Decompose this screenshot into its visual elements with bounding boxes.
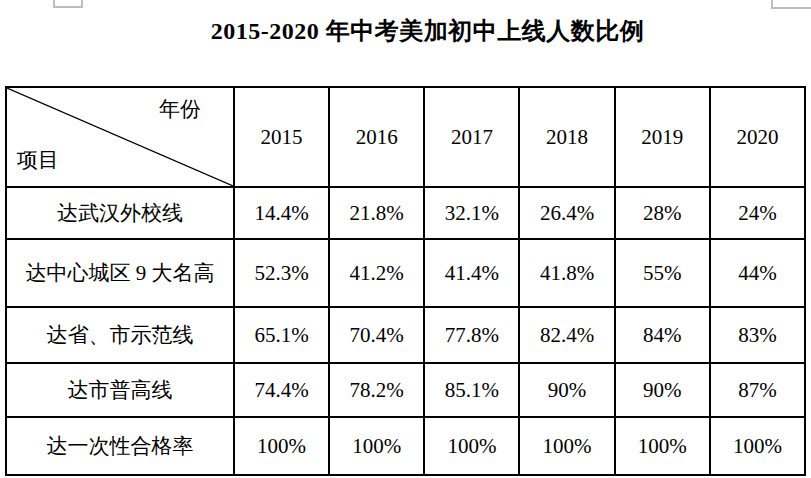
value-cell: 65.1% — [234, 307, 329, 363]
value-cell: 100% — [615, 417, 710, 475]
row-label-cell: 达市普高线 — [6, 363, 234, 417]
row-label-cell: 达省、市示范线 — [6, 307, 234, 363]
value-cell: 70.4% — [329, 307, 424, 363]
year-header-cell: 2019 — [615, 87, 710, 187]
value-cell: 77.8% — [424, 307, 519, 363]
value-cell: 87% — [710, 363, 805, 417]
value-cell: 90% — [519, 363, 614, 417]
corner-header-cell: 年份 项目 — [6, 87, 234, 187]
value-cell: 55% — [615, 239, 710, 307]
cropped-textbox-corner-right — [771, 0, 811, 9]
header-row: 年份 项目 201520162017201820192020 — [6, 87, 805, 187]
table-row: 达一次性合格率100%100%100%100%100%100% — [6, 417, 805, 475]
row-label-cell: 达一次性合格率 — [6, 417, 234, 475]
value-cell: 78.2% — [329, 363, 424, 417]
cropped-textbox-corner-left — [53, 0, 83, 8]
value-cell: 100% — [519, 417, 614, 475]
year-header-cell: 2020 — [710, 87, 805, 187]
row-label-cell: 达中心城区 9 大名高 — [6, 239, 234, 307]
document-page: 2015-2020 年中考美加初中上线人数比例 年份 项目 2015201620… — [0, 0, 811, 478]
table-body: 达武汉外校线14.4%21.8%32.1%26.4%28%24%达中心城区 9 … — [6, 187, 805, 475]
value-cell: 52.3% — [234, 239, 329, 307]
value-cell: 90% — [615, 363, 710, 417]
value-cell: 84% — [615, 307, 710, 363]
value-cell: 21.8% — [329, 187, 424, 239]
value-cell: 100% — [424, 417, 519, 475]
table-row: 达市普高线74.4%78.2%85.1%90%90%87% — [6, 363, 805, 417]
table-row: 达中心城区 9 大名高52.3%41.2%41.4%41.8%55%44% — [6, 239, 805, 307]
value-cell: 41.4% — [424, 239, 519, 307]
corner-year-label: 年份 — [159, 99, 201, 120]
data-table: 年份 项目 201520162017201820192020 达武汉外校线14.… — [5, 86, 806, 476]
year-header-cell: 2016 — [329, 87, 424, 187]
value-cell: 83% — [710, 307, 805, 363]
table-row: 达武汉外校线14.4%21.8%32.1%26.4%28%24% — [6, 187, 805, 239]
value-cell: 41.2% — [329, 239, 424, 307]
year-header-cell: 2015 — [234, 87, 329, 187]
year-header-cell: 2018 — [519, 87, 614, 187]
value-cell: 14.4% — [234, 187, 329, 239]
year-header-cell: 2017 — [424, 87, 519, 187]
value-cell: 24% — [710, 187, 805, 239]
value-cell: 26.4% — [519, 187, 614, 239]
value-cell: 100% — [234, 417, 329, 475]
value-cell: 100% — [329, 417, 424, 475]
page-title: 2015-2020 年中考美加初中上线人数比例 — [0, 15, 811, 47]
value-cell: 100% — [710, 417, 805, 475]
value-cell: 44% — [710, 239, 805, 307]
value-cell: 82.4% — [519, 307, 614, 363]
value-cell: 74.4% — [234, 363, 329, 417]
value-cell: 32.1% — [424, 187, 519, 239]
row-label-cell: 达武汉外校线 — [6, 187, 234, 239]
value-cell: 41.8% — [519, 239, 614, 307]
value-cell: 85.1% — [424, 363, 519, 417]
value-cell: 28% — [615, 187, 710, 239]
corner-item-label: 项目 — [17, 150, 59, 171]
table-row: 达省、市示范线65.1%70.4%77.8%82.4%84%83% — [6, 307, 805, 363]
